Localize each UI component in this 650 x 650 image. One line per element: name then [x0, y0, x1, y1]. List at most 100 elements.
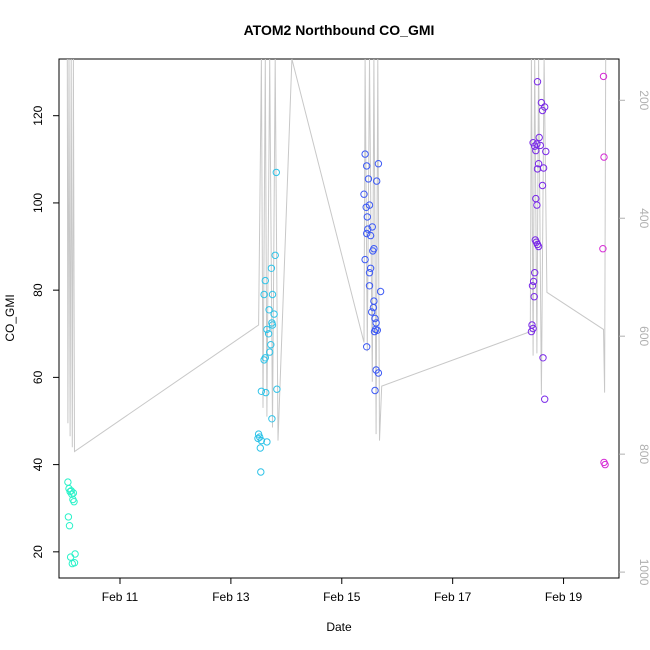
data-point — [64, 513, 73, 521]
data-point — [261, 354, 269, 362]
data-point — [256, 433, 264, 441]
data-point — [270, 310, 278, 318]
data-point — [66, 553, 75, 561]
profile-line — [66, 58, 607, 453]
data-point — [364, 175, 373, 183]
y-axis-label: CO_GMI — [3, 294, 17, 341]
data-point — [533, 140, 541, 148]
chart-title: ATOM2 Northbound CO_GMI — [244, 22, 435, 38]
data-point — [361, 255, 369, 264]
data-point — [534, 160, 543, 168]
data-point — [261, 276, 269, 285]
data-point — [266, 348, 274, 356]
data-point — [541, 395, 549, 403]
data-point — [263, 325, 271, 334]
data-point — [371, 314, 379, 323]
x-tick-label: Feb 13 — [212, 590, 250, 604]
data-point — [257, 468, 265, 476]
x-axis-label: Date — [326, 620, 352, 634]
data-point — [257, 387, 266, 395]
y2-tick-label: 600 — [637, 326, 650, 346]
data-point — [363, 229, 371, 238]
x-tick-label: Feb 17 — [434, 590, 472, 604]
data-point — [68, 490, 76, 498]
data-point — [369, 247, 377, 255]
y-axis: 20 40 60 80 100 120 — [31, 105, 59, 559]
y2-tick-label: 400 — [637, 208, 650, 228]
data-point — [599, 245, 607, 253]
data-point — [67, 487, 75, 495]
data-point — [263, 438, 271, 446]
data-point — [70, 498, 78, 506]
data-point — [601, 460, 609, 469]
x-tick-label: Feb 11 — [102, 590, 139, 604]
data-point — [260, 290, 268, 299]
data-point — [65, 522, 74, 530]
data-point — [539, 354, 547, 362]
data-point — [599, 72, 608, 81]
plot-frame — [58, 58, 620, 579]
data-point — [541, 103, 549, 111]
y-tick-label: 80 — [31, 283, 45, 297]
data-point — [254, 434, 262, 443]
data-point — [360, 190, 368, 198]
data-point — [376, 287, 385, 296]
data-point — [364, 225, 372, 233]
y2-tick-label: 800 — [637, 444, 650, 464]
data-points — [64, 72, 609, 568]
data-point — [69, 489, 78, 497]
data-point — [268, 321, 277, 329]
data-point — [64, 478, 72, 486]
data-point — [273, 385, 281, 393]
data-point — [529, 139, 537, 147]
data-point — [70, 559, 79, 567]
data-point — [533, 78, 542, 86]
data-point — [534, 242, 543, 251]
data-point — [71, 550, 79, 558]
y-tick-label: 40 — [31, 458, 45, 472]
data-point — [368, 223, 376, 231]
data-point — [262, 388, 270, 397]
data-point — [267, 341, 275, 349]
data-point — [529, 277, 538, 286]
data-point — [530, 293, 538, 301]
data-point — [535, 133, 543, 142]
data-point — [371, 386, 379, 395]
x-tick-label: Feb 19 — [545, 590, 583, 604]
x-axis: Feb 11 Feb 13 Feb 15 Feb 17 Feb 19 — [102, 578, 583, 604]
data-point — [363, 213, 371, 221]
data-point — [268, 290, 277, 299]
x-tick-label: Feb 15 — [323, 590, 361, 604]
data-point — [369, 303, 378, 312]
y-tick-label: 100 — [31, 193, 45, 213]
data-point — [528, 282, 537, 290]
data-point — [268, 415, 276, 423]
data-point — [267, 264, 276, 272]
data-point — [600, 153, 608, 161]
data-point — [363, 343, 371, 351]
data-point — [542, 147, 550, 156]
data-point — [366, 231, 375, 240]
y-tick-label: 20 — [31, 545, 45, 559]
y-tick-label: 60 — [31, 370, 45, 384]
data-point — [272, 168, 280, 177]
data-point — [264, 330, 273, 338]
data-point — [363, 162, 371, 170]
data-point — [362, 203, 370, 212]
data-point — [373, 326, 381, 334]
data-point — [366, 264, 375, 272]
data-point — [538, 181, 547, 190]
data-point — [365, 282, 374, 290]
data-point — [533, 201, 541, 209]
profile-polyline — [66, 58, 607, 453]
y-tick-label: 120 — [31, 105, 45, 125]
data-point — [368, 308, 376, 316]
data-point — [527, 327, 536, 336]
data-point — [271, 251, 279, 260]
data-point — [373, 177, 381, 185]
data-point — [374, 160, 383, 168]
data-point — [365, 269, 374, 277]
data-point — [361, 150, 369, 158]
y2-axis: 200 400 600 800 1000 — [619, 90, 650, 586]
data-point — [539, 164, 548, 172]
